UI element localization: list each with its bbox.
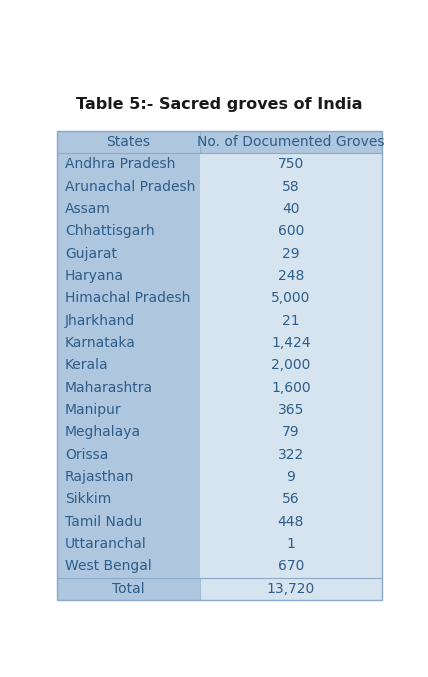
Bar — [57, 399, 200, 421]
Text: Arunachal Pradesh: Arunachal Pradesh — [65, 179, 196, 194]
Text: Himachal Pradesh: Himachal Pradesh — [65, 291, 190, 305]
Text: Uttaranchal: Uttaranchal — [65, 537, 147, 551]
Text: 9: 9 — [286, 470, 295, 484]
Text: Orissa: Orissa — [65, 447, 108, 462]
Bar — [200, 220, 382, 242]
Text: 365: 365 — [278, 403, 304, 417]
Text: Meghalaya: Meghalaya — [65, 425, 141, 439]
Text: Sikkim: Sikkim — [65, 492, 111, 506]
Text: Gujarat: Gujarat — [65, 246, 117, 261]
Bar — [200, 376, 382, 399]
Text: 29: 29 — [282, 246, 300, 261]
Bar — [200, 153, 382, 175]
Bar — [200, 131, 382, 153]
Text: 56: 56 — [282, 492, 300, 506]
Bar — [200, 242, 382, 265]
Bar — [200, 399, 382, 421]
Text: 1,424: 1,424 — [271, 336, 311, 350]
Bar — [57, 220, 200, 242]
Bar — [200, 265, 382, 287]
Text: Table 5:- Sacred groves of India: Table 5:- Sacred groves of India — [76, 97, 363, 112]
Bar — [200, 354, 382, 376]
Bar — [57, 443, 200, 466]
Text: 322: 322 — [278, 447, 304, 462]
Bar — [57, 376, 200, 399]
Text: 21: 21 — [282, 313, 300, 328]
Text: Rajasthan: Rajasthan — [65, 470, 134, 484]
Bar — [57, 242, 200, 265]
Bar — [200, 555, 382, 577]
Bar — [200, 198, 382, 220]
Bar — [57, 131, 200, 153]
Text: No. of Documented Groves: No. of Documented Groves — [197, 135, 385, 149]
Bar — [200, 332, 382, 354]
Bar — [57, 577, 200, 600]
Text: 79: 79 — [282, 425, 300, 439]
Text: 5,000: 5,000 — [271, 291, 311, 305]
Text: Chhattisgarh: Chhattisgarh — [65, 224, 155, 238]
Text: 1,600: 1,600 — [271, 380, 311, 395]
Bar — [200, 443, 382, 466]
Bar — [57, 354, 200, 376]
Bar — [57, 265, 200, 287]
Bar — [57, 309, 200, 332]
Text: 1: 1 — [286, 537, 295, 551]
Text: 750: 750 — [278, 157, 304, 171]
Text: Jharkhand: Jharkhand — [65, 313, 135, 328]
Bar — [57, 421, 200, 443]
Text: Total: Total — [112, 582, 145, 596]
Bar — [200, 488, 382, 510]
Bar — [200, 533, 382, 555]
Text: 58: 58 — [282, 179, 300, 194]
Text: West Bengal: West Bengal — [65, 559, 152, 573]
Text: 248: 248 — [278, 269, 304, 283]
Text: 600: 600 — [278, 224, 304, 238]
Text: Assam: Assam — [65, 202, 111, 216]
Text: 13,720: 13,720 — [267, 582, 315, 596]
Text: Haryana: Haryana — [65, 269, 124, 283]
Bar — [200, 287, 382, 309]
Bar — [57, 533, 200, 555]
Bar — [200, 175, 382, 198]
Bar — [57, 198, 200, 220]
Bar — [57, 510, 200, 533]
Bar — [57, 287, 200, 309]
Bar — [200, 510, 382, 533]
Text: Tamil Nadu: Tamil Nadu — [65, 515, 142, 529]
Bar — [57, 466, 200, 488]
Text: 670: 670 — [278, 559, 304, 573]
Bar — [200, 577, 382, 600]
Text: Andhra Pradesh: Andhra Pradesh — [65, 157, 175, 171]
Bar — [57, 555, 200, 577]
Text: Karnataka: Karnataka — [65, 336, 136, 350]
Bar — [200, 466, 382, 488]
Bar — [57, 488, 200, 510]
Text: Manipur: Manipur — [65, 403, 122, 417]
Bar — [200, 421, 382, 443]
Bar — [57, 175, 200, 198]
Text: Maharashtra: Maharashtra — [65, 380, 153, 395]
Text: 2,000: 2,000 — [271, 358, 311, 372]
Text: Kerala: Kerala — [65, 358, 109, 372]
Bar — [200, 309, 382, 332]
Text: 448: 448 — [278, 515, 304, 529]
Bar — [57, 332, 200, 354]
Bar — [57, 153, 200, 175]
Text: 40: 40 — [282, 202, 300, 216]
Text: States: States — [106, 135, 150, 149]
